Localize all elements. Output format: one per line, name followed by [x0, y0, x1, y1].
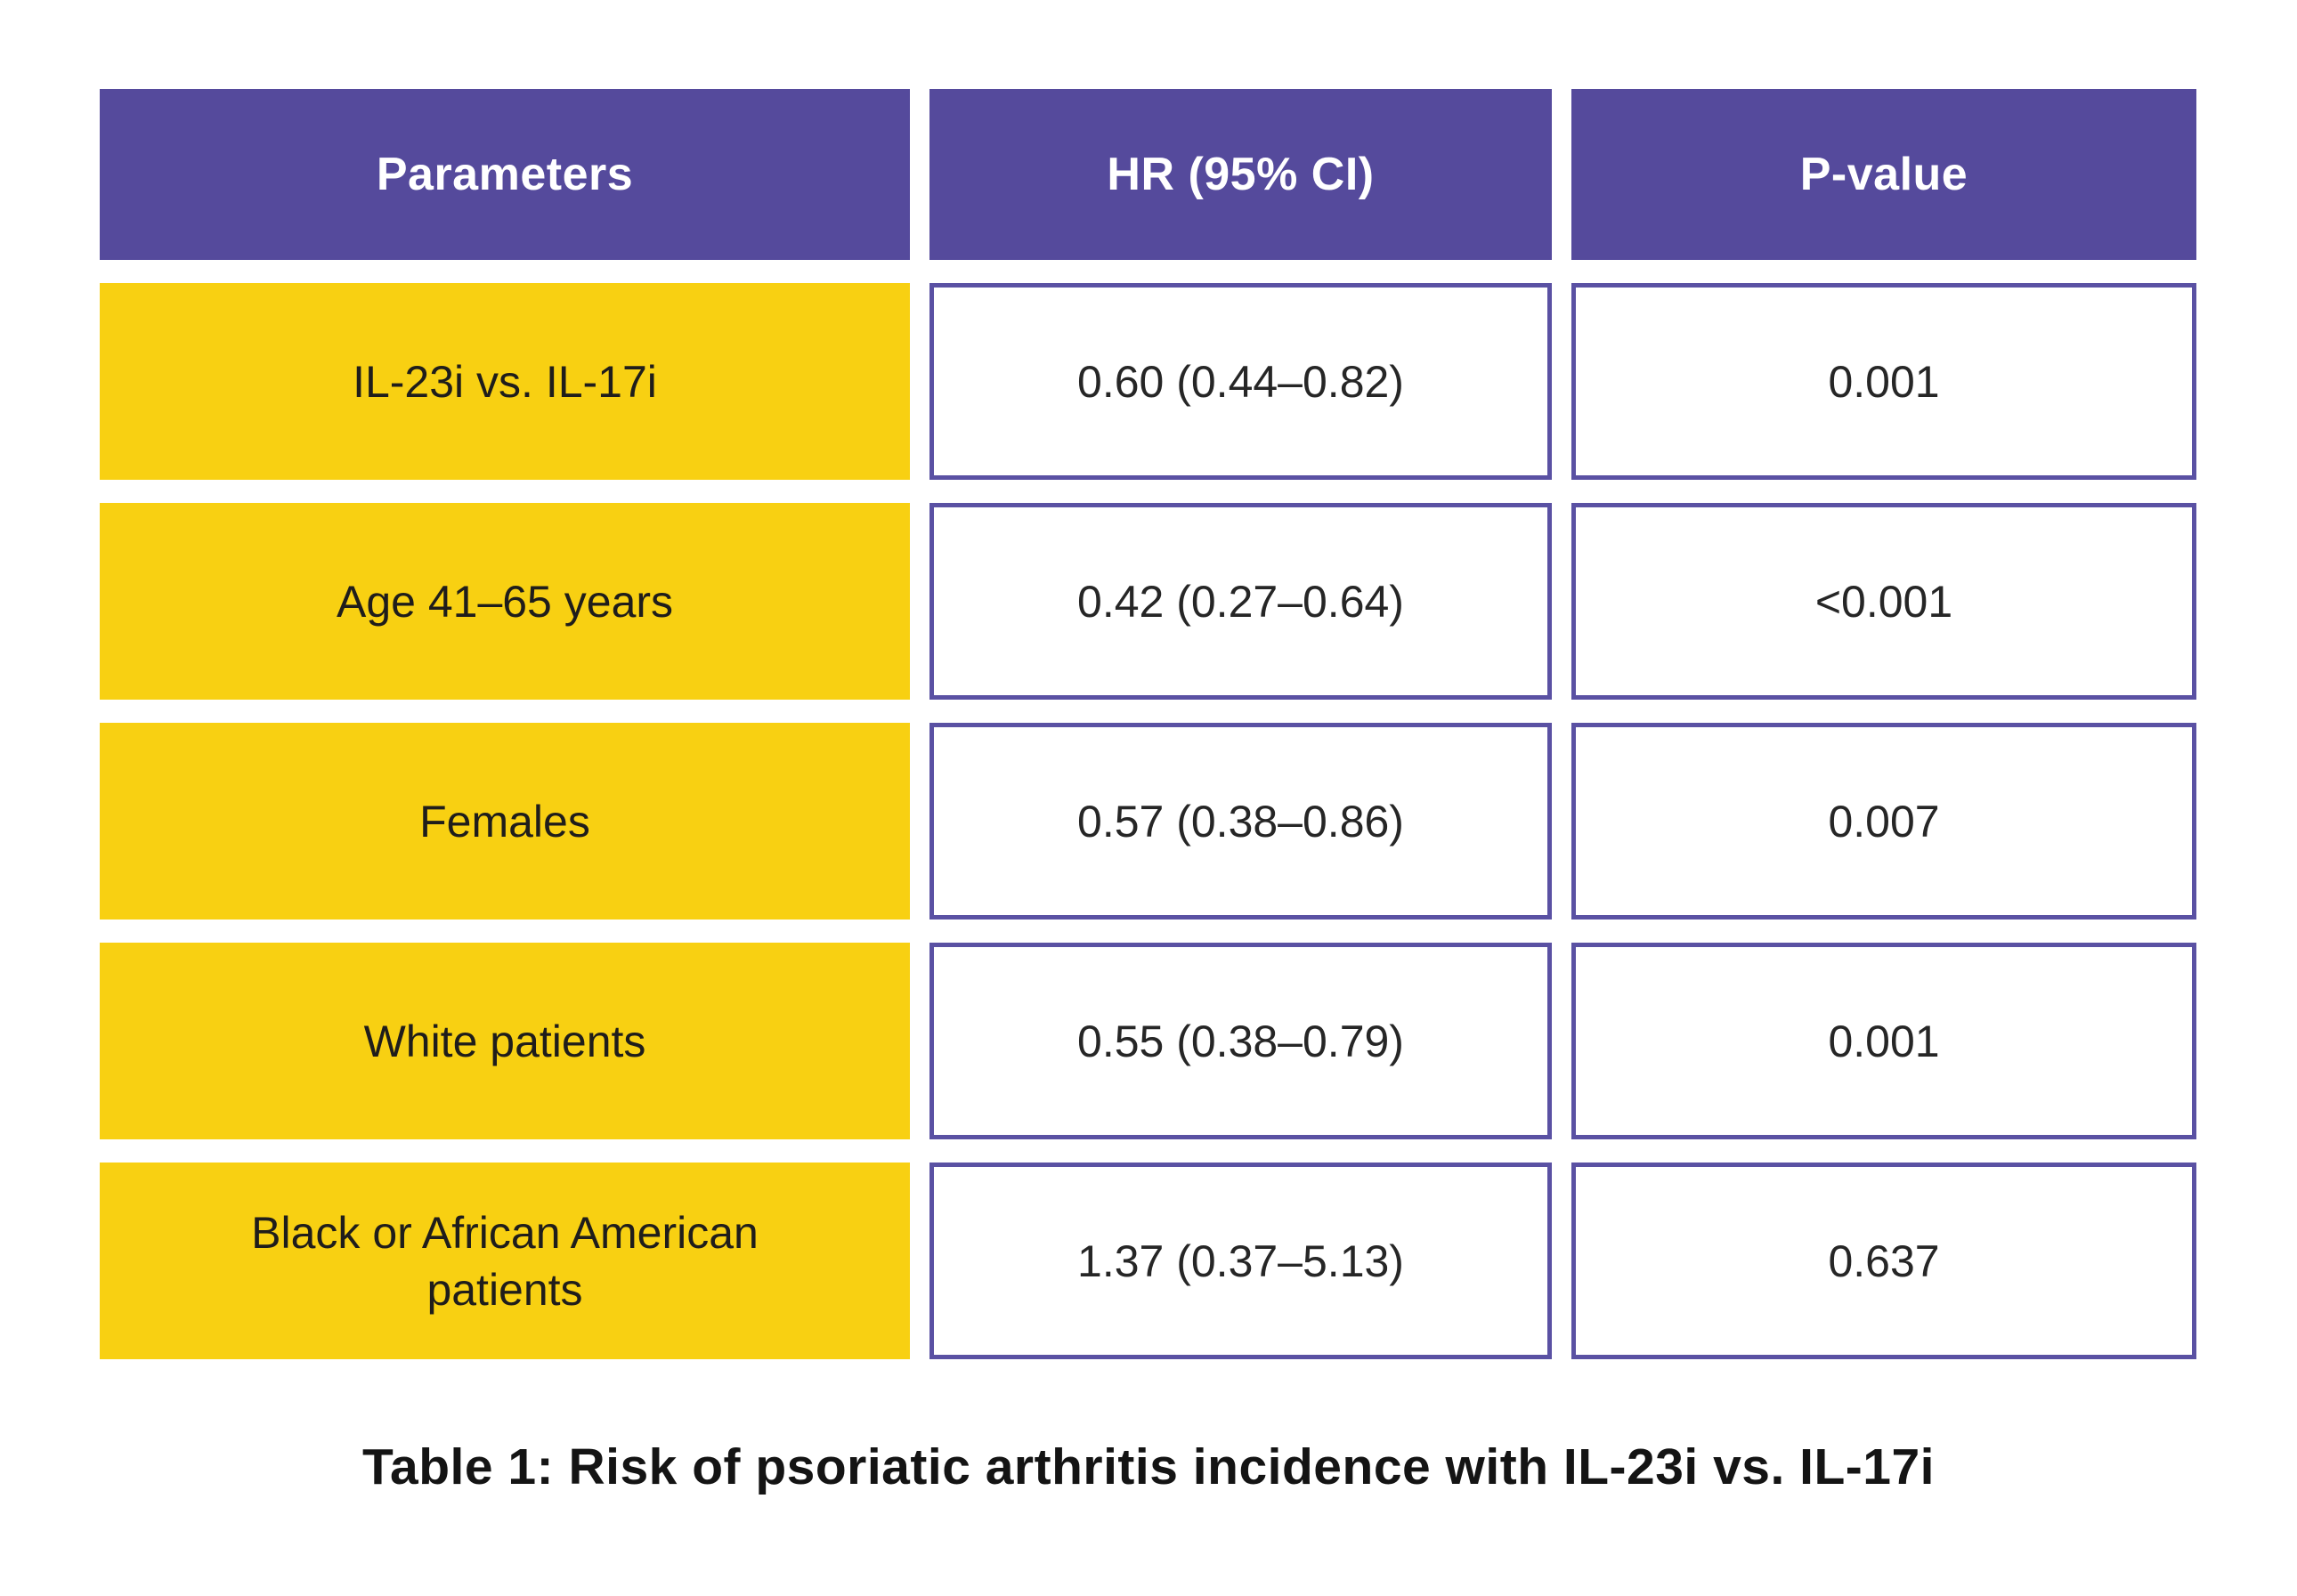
p-value: 0.001: [1828, 1016, 1940, 1066]
p-value: 0.001: [1828, 356, 1940, 407]
param-label: Females: [419, 796, 590, 847]
param-label: White patients: [363, 1016, 646, 1066]
header-cell-pvalue: P-value: [1571, 89, 2196, 260]
p-value-cell: 0.001: [1571, 943, 2196, 1139]
header-label: Parameters: [376, 149, 634, 200]
header-cell-hr: HR (95% CI): [929, 89, 1552, 260]
header-cell-parameters: Parameters: [100, 89, 910, 260]
param-cell: Females: [100, 723, 910, 920]
p-value: <0.001: [1814, 576, 1953, 627]
hr-value: 0.60 (0.44–0.82): [1077, 356, 1404, 407]
param-cell: IL-23i vs. IL-17i: [100, 283, 910, 480]
p-value: 0.637: [1828, 1235, 1940, 1286]
hr-cell: 1.37 (0.37–5.13): [929, 1163, 1552, 1359]
header-label: P-value: [1799, 149, 1968, 200]
p-value: 0.007: [1828, 796, 1940, 847]
param-cell: Black or African American patients: [100, 1163, 910, 1359]
risk-table: Parameters HR (95% CI) P-value IL-23i vs…: [100, 89, 2196, 1359]
hr-value: 0.57 (0.38–0.86): [1077, 796, 1404, 847]
table-caption: Table 1: Risk of psoriatic arthritis inc…: [361, 1438, 1936, 1495]
p-value-cell: 0.637: [1571, 1163, 2196, 1359]
p-value-cell: 0.001: [1571, 283, 2196, 480]
param-label: IL-23i vs. IL-17i: [353, 356, 657, 407]
hr-cell: 0.42 (0.27–0.64): [929, 503, 1552, 700]
hr-value: 0.42 (0.27–0.64): [1077, 576, 1404, 627]
p-value-cell: 0.007: [1571, 723, 2196, 920]
param-cell: Age 41–65 years: [100, 503, 910, 700]
hr-cell: 0.60 (0.44–0.82): [929, 283, 1552, 480]
p-value-cell: <0.001: [1571, 503, 2196, 700]
header-label: HR (95% CI): [1107, 149, 1375, 200]
hr-cell: 0.55 (0.38–0.79): [929, 943, 1552, 1139]
hr-value: 1.37 (0.37–5.13): [1077, 1235, 1404, 1286]
param-label: Black or African American patients: [251, 1207, 759, 1315]
param-cell: White patients: [100, 943, 910, 1139]
hr-value: 0.55 (0.38–0.79): [1077, 1016, 1404, 1066]
param-label: Age 41–65 years: [336, 576, 674, 627]
hr-cell: 0.57 (0.38–0.86): [929, 723, 1552, 920]
